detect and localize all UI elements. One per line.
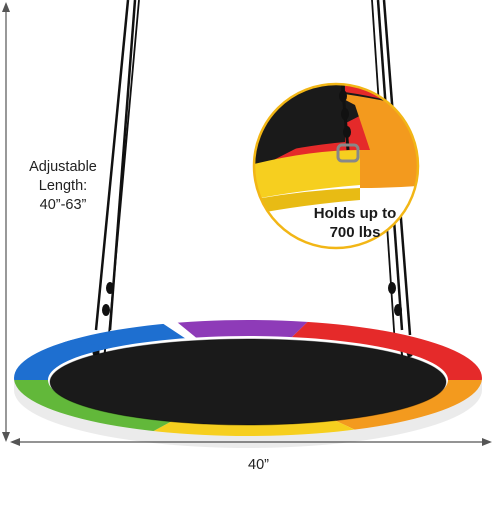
adjustable-length-line3: 40”-63”	[39, 197, 87, 213]
width-label: 40”	[248, 457, 269, 473]
adjustable-length-line2: Length:	[38, 178, 88, 194]
capacity-line2: 700 lbs	[329, 224, 381, 241]
capacity-label: Holds up to 700 lbs	[300, 204, 410, 242]
capacity-line1: Holds up to	[313, 205, 397, 222]
width-dimension-line	[10, 438, 492, 446]
adjustable-length-line1: Adjustable	[29, 159, 97, 175]
swing-seat	[14, 320, 482, 448]
adjustable-length-label: Adjustable Length: 40”-63”	[8, 158, 118, 215]
height-dimension-line	[2, 2, 10, 442]
